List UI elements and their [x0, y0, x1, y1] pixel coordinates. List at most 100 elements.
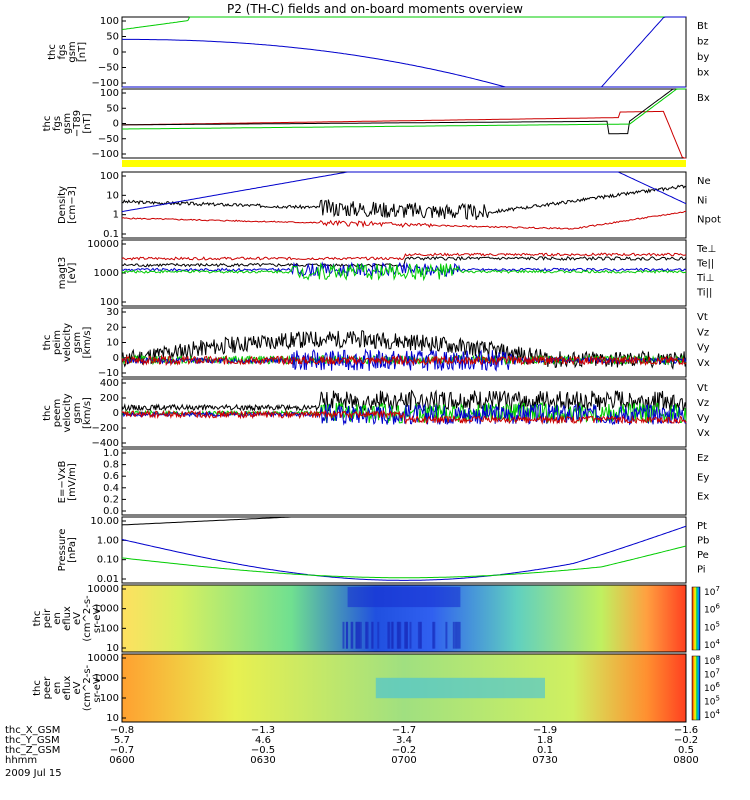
y-axis-label: gsm: [72, 402, 83, 423]
y-tick-label: 0.0: [103, 506, 119, 517]
colorbar-label: 104: [704, 708, 720, 721]
trace-blue: [121, 525, 687, 581]
x-row-value: 3.4: [396, 735, 412, 746]
y-axis-label: velocity: [62, 393, 73, 432]
y-tick-label: 0.10: [97, 555, 119, 566]
y-axis-label: thc: [47, 44, 58, 60]
trace-red: [122, 110, 686, 159]
x-row-label: thc_Z_GSM: [5, 745, 60, 756]
spectrogram-streak: [357, 621, 360, 649]
y-tick-label: 0: [113, 353, 119, 364]
y-axis-label: magt3: [57, 257, 68, 290]
y-tick-label: 0.1: [103, 229, 119, 240]
legend-vy: Vy: [697, 413, 710, 424]
legend-te||: Te||: [696, 259, 714, 270]
colorbar: [691, 655, 701, 721]
y-tick-label: −400: [92, 438, 119, 449]
y-axis-label: [mV/m]: [67, 463, 78, 501]
trace-red: [121, 210, 687, 230]
y-tick-label: 100: [100, 171, 119, 182]
legend-by: by: [697, 52, 709, 63]
legend-pb: Pb: [697, 536, 709, 547]
legend-vt: Vt: [697, 383, 708, 394]
trace-blue: [121, 261, 687, 278]
legend-vy: Vy: [697, 343, 710, 354]
colorbar-label: 106: [704, 603, 720, 616]
trace-black: [121, 184, 687, 221]
trace-green: [121, 16, 686, 31]
spectrogram-streak: [351, 621, 354, 649]
colorbar: [691, 586, 701, 651]
y-tick-label: 1000: [94, 604, 119, 615]
legend-ti⊥: Ti⊥: [696, 273, 714, 284]
spectrogram-streak: [345, 621, 348, 649]
y-tick-label: −100: [92, 78, 119, 89]
y-axis-label: thc: [32, 680, 43, 696]
colorbar-label: 104: [704, 638, 720, 651]
y-tick-label: 10.00: [90, 516, 119, 527]
y-axis-label: [km/s]: [82, 326, 93, 358]
y-axis-label: eV: [72, 612, 83, 625]
legend-vx: Vx: [697, 428, 710, 439]
panel-frame: [121, 16, 687, 88]
y-tick-label: −50: [98, 63, 119, 74]
y-axis-label: fgs: [57, 44, 68, 59]
y-axis-label: [nT]: [77, 42, 88, 62]
x-row-value: 0800: [673, 755, 698, 766]
x-row-value: 0600: [109, 755, 134, 766]
y-tick-label: 10000: [87, 584, 119, 595]
trace-green: [122, 88, 686, 130]
y-tick-label: 100: [100, 693, 119, 704]
legend-ni: Ni: [697, 195, 707, 206]
y-axis-label: gsm: [72, 332, 83, 353]
y-axis-label: thc: [42, 405, 53, 421]
chart-title: P2 (TH-C) fields and on-board moments ov…: [227, 2, 523, 16]
x-row-value: −0.7: [110, 745, 134, 756]
y-tick-label: −10: [98, 368, 119, 379]
panel-frame: [121, 239, 687, 307]
y-tick-label: 1000: [94, 268, 119, 279]
y-axis-label: gsm: [62, 113, 73, 134]
legend-ez: Ez: [697, 453, 709, 464]
legend-bt: Bt: [697, 21, 708, 32]
y-tick-label: 1.00: [97, 535, 119, 546]
y-tick-label: 100: [100, 623, 119, 634]
x-row-value: 5.7: [114, 735, 130, 746]
legend-vz: Vz: [697, 327, 709, 338]
spectrogram-streak: [454, 621, 457, 649]
y-tick-label: 0: [113, 47, 119, 58]
trace-red: [121, 354, 687, 367]
y-axis-label: thc: [42, 116, 53, 132]
spectrogram-streak: [359, 621, 362, 649]
x-row-value: −1.6: [674, 725, 698, 736]
y-tick-label: 10: [106, 643, 119, 654]
y-axis-label: E=−VxB: [57, 461, 68, 504]
legend-te⊥: Te⊥: [696, 244, 716, 255]
panel-frame: [121, 653, 687, 723]
legend-ey: Ey: [697, 472, 709, 483]
y-tick-label: −50: [98, 134, 119, 145]
legend-pi: Pi: [697, 565, 706, 576]
x-row-value: −1.9: [533, 725, 557, 736]
y-axis-label: −T89: [72, 110, 83, 137]
trace-blue: [121, 171, 687, 213]
y-tick-label: 400: [100, 378, 119, 389]
panel-frame: [121, 584, 687, 653]
legend-pe: Pe: [697, 550, 709, 561]
legend-bx: Bx: [697, 93, 710, 104]
y-tick-label: 10: [106, 713, 119, 724]
spectrogram-core: [347, 587, 461, 608]
y-axis-label: eV: [72, 681, 83, 694]
legend-npot: Npot: [697, 215, 721, 226]
spectrogram-streak: [419, 621, 422, 649]
y-axis-label: [eV]: [67, 263, 78, 284]
trace-black: [122, 88, 686, 135]
y-tick-label: 200: [100, 393, 119, 404]
x-row-value: 0630: [250, 755, 275, 766]
spectrogram-streak: [398, 621, 401, 649]
y-tick-label: 1: [113, 210, 119, 221]
colorbar-label: 106: [704, 681, 720, 694]
x-row-value: −0.2: [392, 745, 416, 756]
trace-blue: [122, 38, 686, 88]
y-axis-label: eflux: [62, 676, 73, 701]
